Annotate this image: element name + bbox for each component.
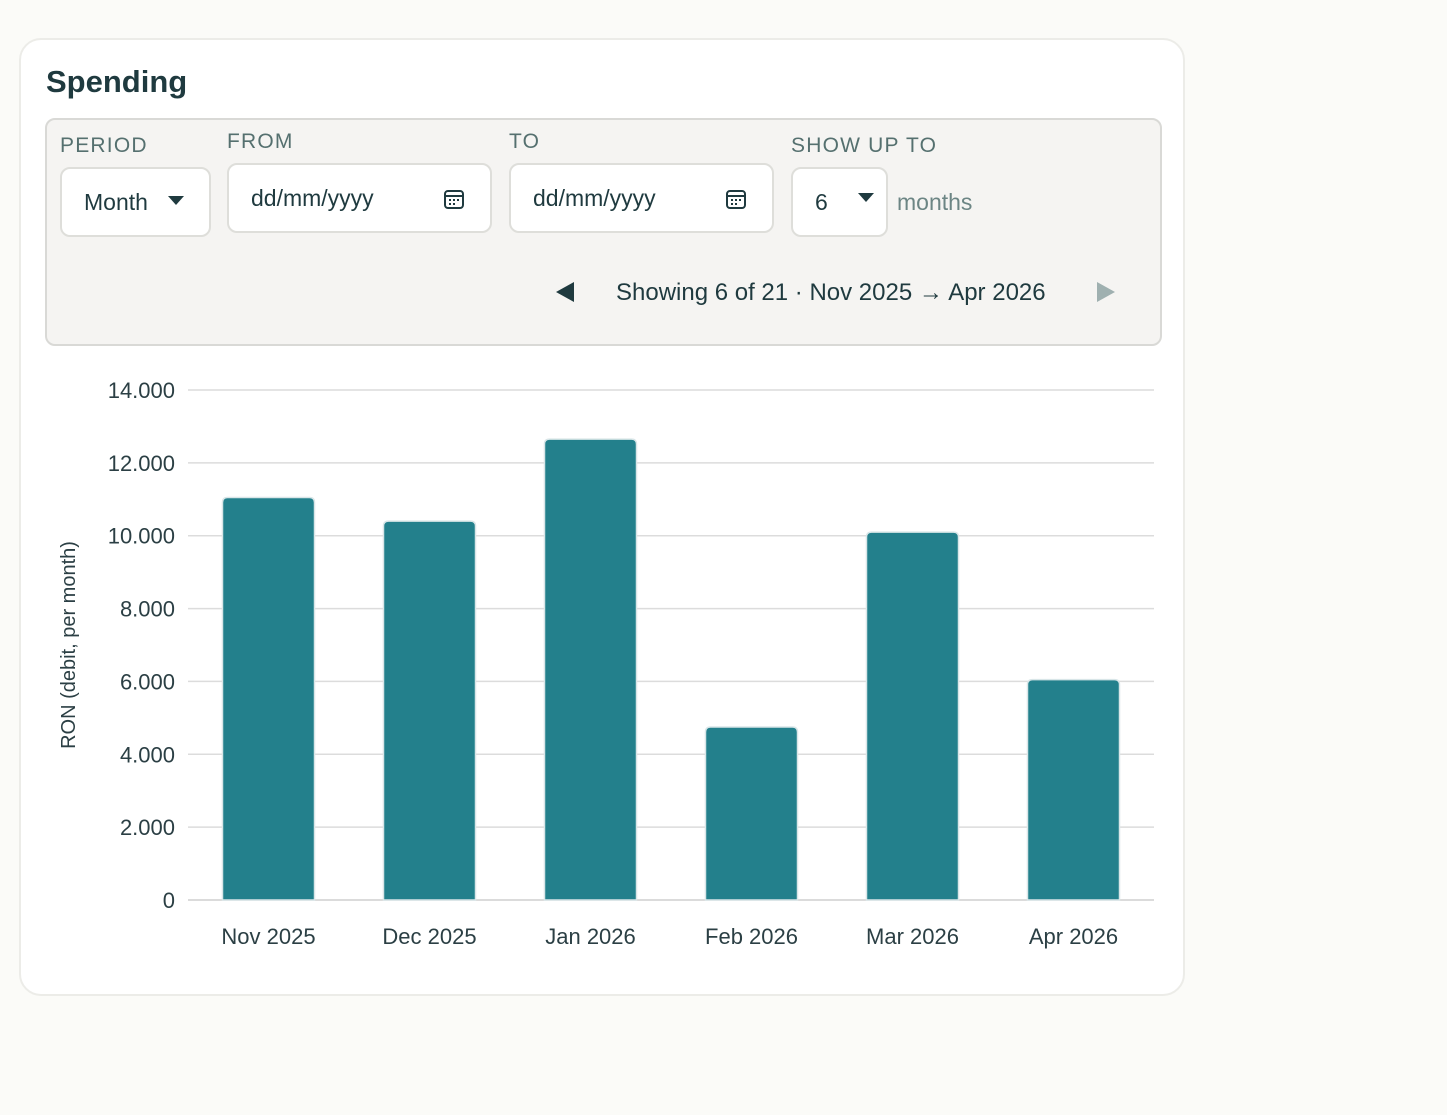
calendar-icon[interactable] <box>443 188 465 210</box>
period-label: PERIOD <box>60 134 148 157</box>
x-tick-label: Dec 2025 <box>382 924 476 949</box>
y-tick-label: 2.000 <box>120 815 175 840</box>
pager-status: Showing 6 of 21 · Nov 2025 → Apr 2026 <box>616 279 1046 306</box>
period-value: Month <box>84 188 148 215</box>
bar[interactable] <box>865 531 960 901</box>
show-up-to-value: 6 <box>815 188 828 215</box>
show-up-to-select[interactable]: 6 <box>791 167 888 237</box>
bar[interactable] <box>543 438 638 901</box>
caret-down-icon <box>168 196 184 205</box>
from-date-input[interactable]: dd/mm/yyyy <box>227 163 492 233</box>
x-tick-label: Jan 2026 <box>545 924 636 949</box>
y-tick-label: 14.000 <box>108 378 175 403</box>
from-placeholder: dd/mm/yyyy <box>251 184 374 211</box>
y-axis-label: RON (debit, per month) <box>58 541 80 749</box>
x-tick-label: Nov 2025 <box>221 924 315 949</box>
to-date-input[interactable]: dd/mm/yyyy <box>509 163 774 233</box>
next-page-button[interactable] <box>1097 282 1115 302</box>
card-title: Spending <box>46 64 188 99</box>
caret-down-icon <box>858 193 874 202</box>
bar[interactable] <box>382 520 477 901</box>
y-tick-label: 4.000 <box>120 742 175 767</box>
months-unit-label: months <box>897 189 973 215</box>
filter-panel: PERIOD Month FROM dd/mm/yyyy TO dd/mm/yy… <box>45 118 1162 346</box>
period-select[interactable]: Month <box>60 167 211 237</box>
y-tick-label: 0 <box>163 888 175 913</box>
x-tick-label: Mar 2026 <box>866 924 959 949</box>
y-tick-label: 6.000 <box>120 669 175 694</box>
to-placeholder: dd/mm/yyyy <box>533 184 656 211</box>
calendar-icon[interactable] <box>725 188 747 210</box>
y-tick-label: 8.000 <box>120 597 175 622</box>
to-label: TO <box>509 130 541 153</box>
previous-page-button[interactable] <box>556 282 574 302</box>
bar[interactable] <box>221 496 316 901</box>
bar[interactable] <box>704 726 799 901</box>
show-up-to-label: SHOW UP TO <box>791 134 938 157</box>
y-tick-label: 12.000 <box>108 451 175 476</box>
y-tick-label: 10.000 <box>108 524 175 549</box>
x-tick-label: Apr 2026 <box>1029 924 1118 949</box>
from-label: FROM <box>227 130 294 153</box>
x-tick-label: Feb 2026 <box>705 924 798 949</box>
bar[interactable] <box>1026 678 1121 901</box>
